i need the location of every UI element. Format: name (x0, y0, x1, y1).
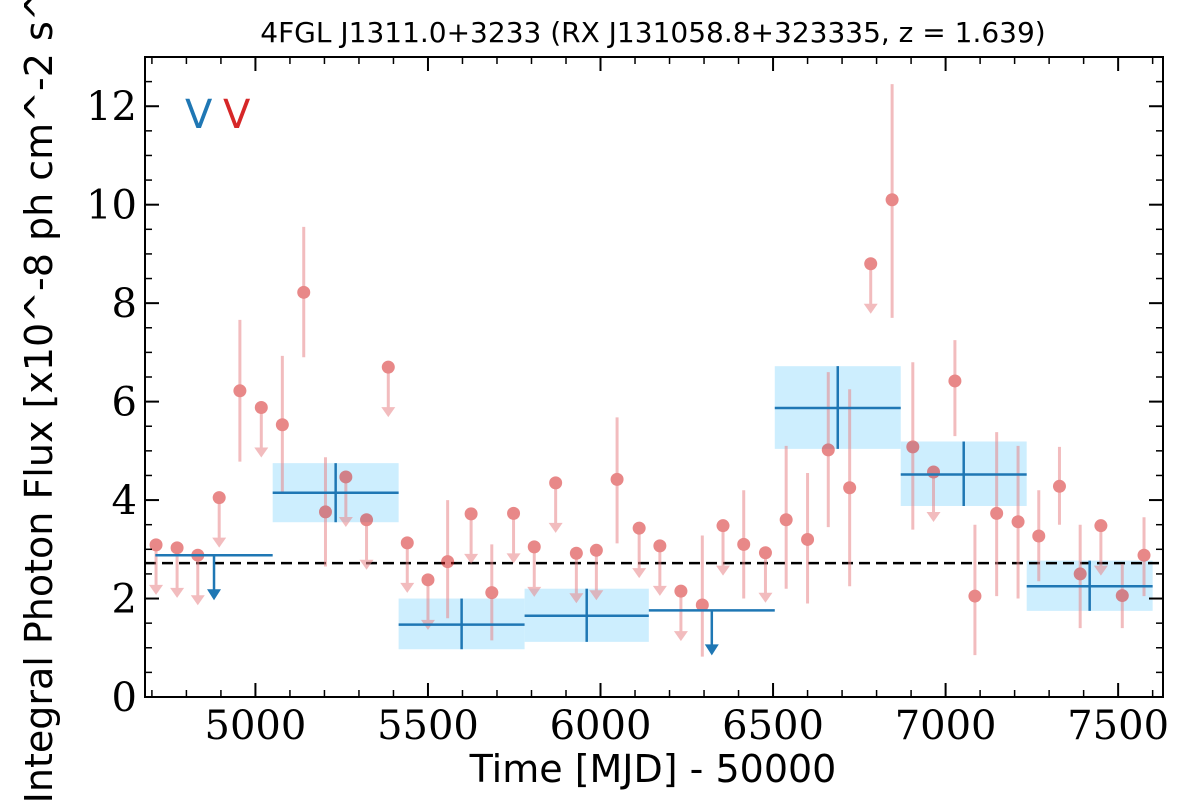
fine-point (990, 506, 1004, 520)
fine-upper-limit-point (421, 573, 435, 587)
x-tick-label: 7500 (1067, 703, 1169, 749)
fine-upper-limit-point (507, 506, 521, 520)
chart-title: 4FGL J1311.0+3233 (RX J131058.8+323335, … (260, 16, 1045, 49)
fine-upper-limit-arrow (926, 512, 941, 523)
fine-upper-limit-arrow (170, 587, 185, 598)
y-tick-label: 0 (112, 675, 137, 721)
fine-point (318, 505, 332, 519)
fine-upper-limit-point (400, 536, 414, 550)
fine-upper-limit-point (632, 521, 646, 535)
fine-point (1052, 479, 1066, 493)
y-tick-label: 2 (112, 577, 137, 623)
x-axis-label: Time [MJD] - 50000 (469, 747, 837, 791)
fine-point (1032, 529, 1046, 543)
fine-point (843, 481, 857, 495)
fine-upper-limit-point (589, 543, 603, 557)
fine-upper-limit-arrow (190, 595, 205, 606)
x-tick-label: 6000 (550, 703, 652, 749)
y-tick-label: 10 (86, 183, 137, 229)
y-axis-label: Integral Photon Flux [x10^-8 ph cm^-2 s^… (17, 0, 61, 800)
fine-upper-limit-arrow (464, 553, 479, 564)
fine-upper-limit-arrow (254, 447, 269, 458)
fine-upper-limit-arrow (338, 516, 353, 527)
fine-upper-limit-arrow (527, 586, 542, 597)
fine-upper-limit-arrow (359, 559, 374, 570)
y-tick-label: 12 (86, 84, 137, 130)
coarse-upper-limit-arrow (207, 589, 222, 601)
fine-upper-limit-point (212, 491, 226, 505)
fine-point (821, 443, 835, 457)
fine-point (275, 418, 289, 432)
axes-frame (144, 56, 1164, 698)
y-tick-label: 6 (112, 380, 137, 426)
fine-upper-limit-point (674, 584, 688, 598)
fine-upper-limit-arrow (569, 593, 584, 604)
fine-point (485, 586, 499, 600)
fine-upper-limit-point (149, 538, 163, 552)
fine-point (801, 532, 815, 546)
fine-upper-limit-arrow (400, 582, 415, 593)
fine-point (1011, 515, 1025, 529)
fine-point (737, 537, 751, 551)
fine-upper-limit-point (716, 519, 730, 533)
fine-point (885, 193, 899, 207)
fine-upper-limit-arrow (149, 584, 164, 595)
fine-upper-limit-point (569, 546, 583, 560)
fine-upper-limit-point (927, 465, 941, 479)
fine-upper-limit-arrow (716, 565, 731, 576)
fine-upper-limit-point (381, 360, 395, 374)
fine-upper-limit-arrow (632, 568, 647, 579)
fine-point (297, 285, 311, 299)
fine-upper-limit-point (170, 541, 184, 555)
fine-upper-limit-arrow (1093, 565, 1108, 576)
fine-upper-limit-point (339, 470, 353, 484)
x-tick-label: 5000 (205, 703, 307, 749)
fine-upper-limit-point (360, 513, 374, 527)
fine-upper-limit-point (464, 507, 478, 521)
fine-upper-limit-point (758, 546, 772, 560)
fine-upper-limit-point (527, 540, 541, 554)
fine-point (1073, 567, 1087, 581)
fine-upper-limit-point (549, 476, 563, 490)
fine-upper-limit-point (254, 401, 268, 415)
fine-point (948, 374, 962, 388)
fine-upper-limit-arrow (758, 592, 773, 603)
x-tick-label: 7000 (895, 703, 997, 749)
y-tick-label: 4 (112, 478, 137, 524)
fine-upper-limit-point (653, 539, 667, 553)
fine-series (149, 84, 1151, 657)
fine-point (1137, 548, 1151, 562)
fine-upper-limit-arrow (548, 522, 563, 533)
fine-point (610, 472, 624, 486)
legend-entry: V (223, 92, 251, 138)
fine-point (906, 440, 920, 454)
x-tick-label: 5500 (377, 703, 479, 749)
fine-upper-limit-arrow (652, 585, 667, 596)
plot-area: 5000 5500 6000 6500 7000 7500 0 2 4 6 8 10 12 V V (86, 56, 1169, 749)
fine-point (1115, 589, 1129, 603)
fine-upper-limit-arrow (673, 631, 688, 642)
fine-upper-limit-point (864, 257, 878, 271)
coarse-upper-limit-arrow (704, 644, 719, 656)
fine-upper-limit-arrow (506, 553, 521, 564)
fine-point (233, 384, 247, 398)
fine-upper-limit-point (1094, 519, 1108, 533)
fine-upper-limit-arrow (589, 590, 604, 601)
legend-entry: V (185, 92, 213, 138)
x-tick-label: 6500 (722, 703, 824, 749)
fine-point (441, 555, 455, 569)
fine-upper-limit-arrow (381, 407, 396, 418)
fine-upper-limit-arrow (212, 537, 227, 548)
fine-point (695, 598, 709, 612)
fine-point (968, 589, 982, 603)
fine-upper-limit-arrow (863, 303, 878, 314)
y-tick-label: 8 (112, 281, 137, 327)
fine-point (779, 513, 793, 527)
